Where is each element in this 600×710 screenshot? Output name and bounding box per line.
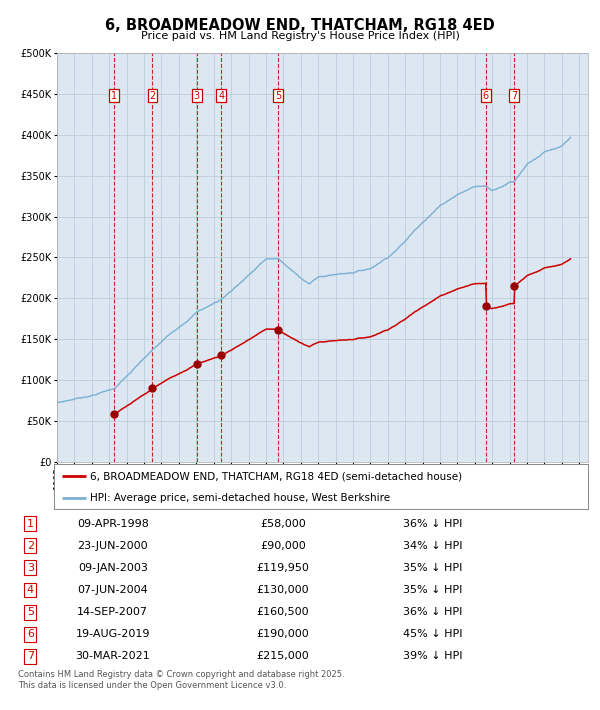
Text: 09-JAN-2003: 09-JAN-2003 (78, 563, 148, 573)
Text: 5: 5 (27, 607, 34, 617)
Text: 45% ↓ HPI: 45% ↓ HPI (403, 629, 462, 639)
Text: 6: 6 (27, 629, 34, 639)
Text: HPI: Average price, semi-detached house, West Berkshire: HPI: Average price, semi-detached house,… (91, 493, 391, 503)
Text: £190,000: £190,000 (256, 629, 309, 639)
Text: £90,000: £90,000 (260, 541, 305, 551)
Text: 5: 5 (275, 91, 281, 101)
Text: £160,500: £160,500 (256, 607, 309, 617)
Text: £130,000: £130,000 (256, 585, 309, 595)
Text: 6, BROADMEADOW END, THATCHAM, RG18 4ED (semi-detached house): 6, BROADMEADOW END, THATCHAM, RG18 4ED (… (91, 471, 463, 481)
Text: 7: 7 (27, 651, 34, 661)
Text: 3: 3 (194, 91, 200, 101)
Text: 30-MAR-2021: 30-MAR-2021 (76, 651, 150, 661)
Text: 36% ↓ HPI: 36% ↓ HPI (403, 607, 462, 617)
Text: 6: 6 (483, 91, 489, 101)
Text: £119,950: £119,950 (256, 563, 309, 573)
Text: 19-AUG-2019: 19-AUG-2019 (76, 629, 150, 639)
Text: 3: 3 (27, 563, 34, 573)
Text: 07-JUN-2004: 07-JUN-2004 (77, 585, 148, 595)
Text: 35% ↓ HPI: 35% ↓ HPI (403, 563, 462, 573)
Text: 4: 4 (27, 585, 34, 595)
Text: 14-SEP-2007: 14-SEP-2007 (77, 607, 148, 617)
Text: 7: 7 (511, 91, 517, 101)
Text: 4: 4 (218, 91, 224, 101)
Text: 1: 1 (27, 519, 34, 529)
Text: 34% ↓ HPI: 34% ↓ HPI (403, 541, 462, 551)
Text: £215,000: £215,000 (256, 651, 309, 661)
Text: 2: 2 (149, 91, 155, 101)
Text: Contains HM Land Registry data © Crown copyright and database right 2025.
This d: Contains HM Land Registry data © Crown c… (18, 670, 344, 689)
Text: £58,000: £58,000 (260, 519, 305, 529)
Text: 23-JUN-2000: 23-JUN-2000 (77, 541, 148, 551)
Text: 6, BROADMEADOW END, THATCHAM, RG18 4ED: 6, BROADMEADOW END, THATCHAM, RG18 4ED (105, 18, 495, 33)
Text: 2: 2 (27, 541, 34, 551)
Text: 1: 1 (111, 91, 117, 101)
Text: 39% ↓ HPI: 39% ↓ HPI (403, 651, 462, 661)
Text: 09-APR-1998: 09-APR-1998 (77, 519, 149, 529)
Text: 36% ↓ HPI: 36% ↓ HPI (403, 519, 462, 529)
Text: 35% ↓ HPI: 35% ↓ HPI (403, 585, 462, 595)
Text: Price paid vs. HM Land Registry's House Price Index (HPI): Price paid vs. HM Land Registry's House … (140, 31, 460, 40)
